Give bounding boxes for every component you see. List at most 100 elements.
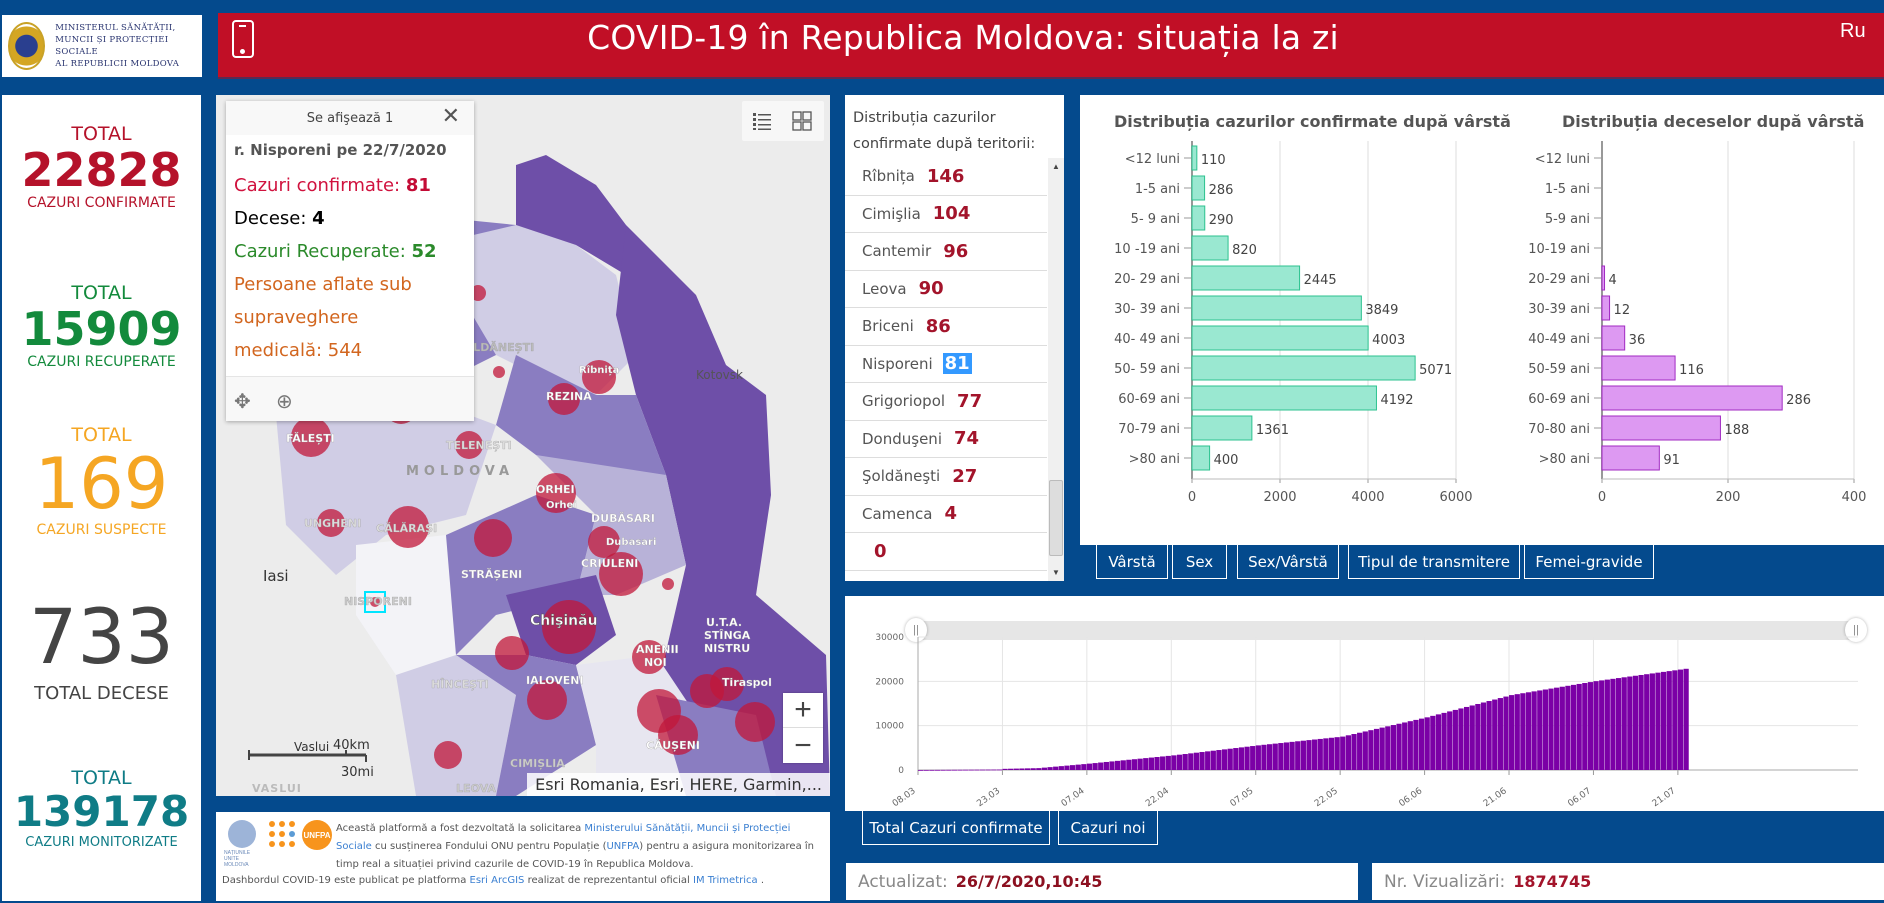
popup-confirmed-value: 81	[405, 175, 431, 196]
scroll-down-icon[interactable]: ▼	[1052, 568, 1060, 577]
bar	[1191, 415, 1253, 441]
territory-item[interactable]: Cantemir 96	[845, 233, 1047, 271]
basemap-gallery-icon[interactable]	[792, 111, 812, 131]
language-switch-button[interactable]: Ru	[1840, 20, 1866, 42]
bar-chart-0: 0 2000 4000 6000 <12 luni 110 1-5 ani 286 5- 9 a…	[1114, 141, 1473, 505]
map-case-marker[interactable]	[536, 473, 576, 513]
map-case-marker[interactable]	[548, 383, 580, 415]
map-case-marker[interactable]	[291, 417, 331, 457]
category-label: >80 ani	[1129, 452, 1180, 467]
tab-sex-age[interactable]: Sex/Vârstă	[1237, 545, 1339, 579]
zoom-in-button[interactable]: +	[783, 693, 823, 728]
popup-count: Se afişează 1	[306, 110, 394, 126]
timeline-bar	[1047, 767, 1053, 770]
timeline-bar	[1024, 768, 1031, 770]
timeline-bar	[1289, 741, 1295, 770]
map-case-marker[interactable]	[588, 526, 620, 558]
zoom-to-icon[interactable]: ⊕	[276, 391, 293, 413]
stat-total-label: TOTAL	[71, 282, 132, 304]
territory-value: 27	[952, 465, 978, 487]
unfpa-link[interactable]: UNFPA	[606, 841, 640, 852]
tab-age[interactable]: Vârstă	[1096, 545, 1168, 579]
map-case-marker[interactable]	[455, 431, 483, 459]
range-handle-start[interactable]: ||	[905, 618, 927, 642]
stat-label: CAZURI RECUPERATE	[27, 354, 176, 370]
map-case-marker[interactable]	[632, 640, 666, 674]
map-region	[616, 225, 830, 796]
x-tick-label: 21.06	[1482, 786, 1509, 809]
tab-transmission-type[interactable]: Tipul de transmitere	[1348, 545, 1520, 579]
territory-name: Nisporeni	[862, 354, 933, 373]
map-case-marker[interactable]	[370, 597, 380, 607]
territory-item[interactable]: Donduşeni 74	[845, 421, 1047, 458]
territory-item[interactable]: Cimişlia 104	[845, 196, 1047, 233]
tab-sex[interactable]: Sex	[1172, 545, 1227, 579]
territory-panel: Distribuția cazurilor confirmate după te…	[845, 95, 1064, 581]
tab-total-confirmed[interactable]: Total Cazuri confirmate	[862, 811, 1050, 845]
legend-icon[interactable]	[752, 111, 772, 131]
timeline-bar	[1041, 767, 1048, 770]
trimetrica-link[interactable]: IM Trimetrica	[693, 875, 758, 886]
map-case-marker[interactable]	[495, 636, 529, 670]
ministry-logo[interactable]: MINISTERUL SĂNĂTĂȚII, MUNCII ȘI PROTECȚI…	[2, 15, 202, 77]
map-case-marker[interactable]	[582, 360, 616, 394]
timeline-bar	[1435, 714, 1442, 770]
bar	[1191, 265, 1301, 291]
bar	[1191, 205, 1206, 231]
scroll-up-icon[interactable]: ▲	[1052, 162, 1060, 171]
scrollbar-thumb[interactable]	[1049, 480, 1063, 556]
territory-item[interactable]: Camenca 4	[845, 496, 1047, 533]
scale-km-label: 40km	[333, 738, 370, 753]
territory-name: Rîbnița	[862, 167, 915, 186]
ministry-link[interactable]: Ministerului Sănătății, Muncii și Protec…	[336, 823, 791, 852]
map-case-marker[interactable]	[658, 715, 698, 755]
map-case-marker[interactable]	[387, 506, 429, 548]
timeline-bar	[1458, 708, 1464, 770]
stat-total-label: TOTAL	[71, 767, 132, 789]
territory-item-selected[interactable]: Nisporeni 81	[845, 346, 1047, 383]
range-handle-end[interactable]: ||	[1845, 618, 1867, 642]
map-case-marker[interactable]	[662, 578, 674, 590]
timeline-bar	[1019, 768, 1025, 770]
tab-pregnant-women[interactable]: Femei-gravide	[1524, 545, 1654, 579]
range-slider[interactable]: || ||	[905, 618, 1867, 642]
map-region-nisporeni[interactable]	[356, 535, 456, 675]
chart-title: Distribuția cazurilor confirmate după vâ…	[1114, 112, 1511, 131]
territory-item[interactable]: Leova 90	[845, 271, 1047, 308]
map-case-marker[interactable]	[527, 680, 567, 720]
territory-item[interactable]: Rîbnița 146	[845, 158, 1047, 196]
map-case-marker[interactable]	[434, 741, 462, 769]
timeline-bar	[1357, 732, 1363, 770]
tab-new-cases[interactable]: Cazuri noi	[1058, 811, 1158, 845]
timeline-bar	[1300, 740, 1306, 770]
map-attribution[interactable]: Esri Romania, Esri, HERE, Garmin,...	[527, 773, 830, 796]
map-case-marker[interactable]	[735, 702, 775, 742]
map-case-marker[interactable]	[542, 600, 596, 654]
territory-item[interactable]: Grigoriopol 77	[845, 383, 1047, 421]
territory-scrollbar[interactable]: ▲ ▼	[1048, 158, 1064, 581]
map-case-marker[interactable]	[470, 285, 486, 301]
map-case-marker[interactable]	[493, 366, 505, 378]
pan-move-icon[interactable]: ✥	[234, 391, 251, 413]
map-case-marker[interactable]	[710, 667, 744, 701]
map-label: NOI	[644, 656, 667, 669]
mobile-phone-icon[interactable]	[232, 20, 254, 58]
map-case-marker[interactable]	[317, 509, 345, 537]
category-label: 5-9 ani	[1545, 212, 1590, 227]
territory-item[interactable]: Briceni 86	[845, 308, 1047, 346]
esri-arcgis-link[interactable]: Esri ArcGIS	[469, 875, 525, 886]
bar	[1191, 145, 1198, 171]
territory-item[interactable]: Şoldăneşti 27	[845, 458, 1047, 496]
ministry-name: MINISTERUL SĂNĂTĂȚII, MUNCII ȘI PROTECȚI…	[55, 22, 202, 70]
x-tick-label: 08.03	[891, 786, 918, 809]
value-label: 5071	[1419, 363, 1452, 378]
credits-text-line2: Dashbordul COVID-19 este publicat pe pla…	[222, 875, 764, 886]
timeline-bar	[1278, 743, 1284, 770]
territory-item[interactable]: 0	[845, 533, 1047, 571]
map-case-marker[interactable]	[599, 552, 643, 596]
close-icon[interactable]: ✕	[441, 104, 460, 129]
map-case-marker[interactable]	[474, 519, 512, 557]
category-label: 70-79 ani	[1118, 422, 1180, 437]
stat-label: CAZURI SUSPECTE	[36, 522, 167, 538]
zoom-out-button[interactable]: −	[794, 728, 812, 762]
